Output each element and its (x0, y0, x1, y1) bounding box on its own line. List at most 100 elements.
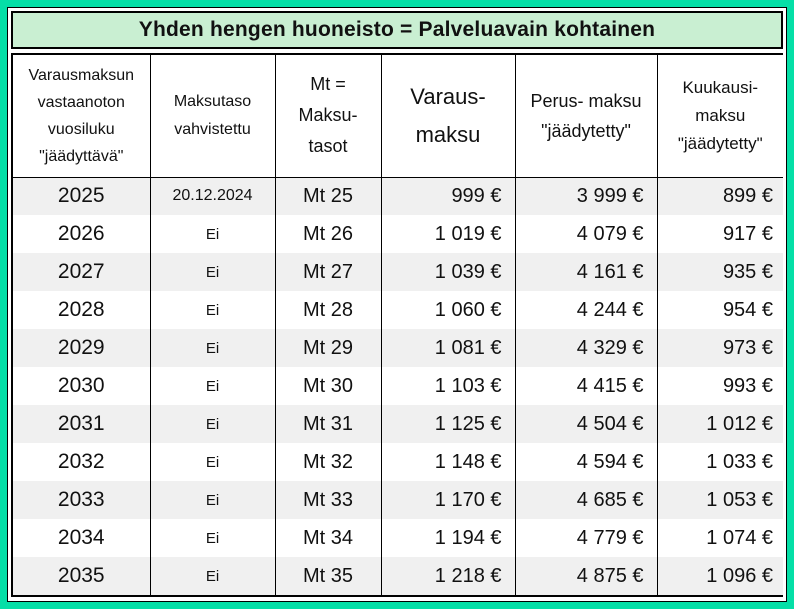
column-header-kuukausimaksu: Kuukausi- maksu "jäädytetty" (657, 55, 783, 178)
header-line: Perus- maksu (530, 90, 642, 111)
mt-cell: Mt 28 (275, 291, 382, 329)
table-row: 2035 Ei Mt 35 1 218 € 4 875 € 1 096 € (13, 557, 783, 595)
column-header-varausmaksu: Varaus- maksu (381, 55, 516, 178)
kuukausimaksu-cell: 1 074 € (657, 519, 783, 557)
year-cell: 2026 (13, 215, 151, 253)
header-line: vahvistettu (174, 120, 251, 138)
table-row: 2026 Ei Mt 26 1 019 € 4 079 € 917 € (13, 215, 783, 253)
table-row: 2032 Ei Mt 32 1 148 € 4 594 € 1 033 € (13, 443, 783, 481)
year-cell: 2034 (13, 519, 151, 557)
varausmaksu-cell: 1 218 € (381, 557, 516, 595)
kuukausimaksu-cell: 973 € (657, 329, 783, 367)
mt-cell: Mt 27 (275, 253, 382, 291)
confirmed-cell: Ei (150, 519, 276, 557)
table-row: 2033 Ei Mt 33 1 170 € 4 685 € 1 053 € (13, 481, 783, 519)
mt-cell: Mt 33 (275, 481, 382, 519)
header-line: Maksu- (298, 105, 358, 126)
mt-cell: Mt 34 (275, 519, 382, 557)
table-row: 2031 Ei Mt 31 1 125 € 4 504 € 1 012 € (13, 405, 783, 443)
confirmed-cell: Ei (150, 367, 276, 405)
confirmed-cell: Ei (150, 443, 276, 481)
confirmed-cell: Ei (150, 215, 276, 253)
varausmaksu-cell: 1 170 € (381, 481, 516, 519)
perusmaksu-cell: 4 244 € (515, 291, 658, 329)
kuukausimaksu-cell: 1 053 € (657, 481, 783, 519)
table-title: Yhden hengen huoneisto = Palveluavain ko… (11, 11, 783, 49)
kuukausimaksu-cell: 1 012 € (657, 405, 783, 443)
table-row: 2028 Ei Mt 28 1 060 € 4 244 € 954 € (13, 291, 783, 329)
table-sheet: Yhden hengen huoneisto = Palveluavain ko… (7, 7, 787, 602)
pricing-table-container: Varausmaksun vastaanoton vuosiluku "jääd… (11, 53, 783, 597)
varausmaksu-cell: 1 148 € (381, 443, 516, 481)
header-line: vastaanoton (37, 93, 125, 111)
kuukausimaksu-cell: 917 € (657, 215, 783, 253)
column-header-mt: Mt = Maksu- tasot (275, 55, 382, 178)
column-header-perusmaksu: Perus- maksu "jäädytetty" (515, 55, 658, 178)
pricing-table: Varausmaksun vastaanoton vuosiluku "jääd… (13, 55, 783, 595)
varausmaksu-cell: 1 060 € (381, 291, 516, 329)
year-cell: 2033 (13, 481, 151, 519)
mt-cell: Mt 25 (275, 177, 382, 215)
year-cell: 2029 (13, 329, 151, 367)
perusmaksu-cell: 4 594 € (515, 443, 658, 481)
header-line: Mt = (310, 74, 346, 95)
perusmaksu-cell: 4 504 € (515, 405, 658, 443)
table-row: 2034 Ei Mt 34 1 194 € 4 779 € 1 074 € (13, 519, 783, 557)
table-row: 2030 Ei Mt 30 1 103 € 4 415 € 993 € (13, 367, 783, 405)
header-line: "jäädytetty" (677, 133, 763, 153)
year-cell: 2031 (13, 405, 151, 443)
perusmaksu-cell: 4 079 € (515, 215, 658, 253)
kuukausimaksu-cell: 993 € (657, 367, 783, 405)
mt-cell: Mt 30 (275, 367, 382, 405)
year-cell: 2030 (13, 367, 151, 405)
year-cell: 2027 (13, 253, 151, 291)
mt-cell: Mt 35 (275, 557, 382, 595)
year-cell: 2025 (13, 177, 151, 215)
perusmaksu-cell: 4 875 € (515, 557, 658, 595)
header-line: "jäädytetty" (541, 120, 631, 141)
header-line: Varaus- (410, 83, 486, 109)
kuukausimaksu-cell: 935 € (657, 253, 783, 291)
varausmaksu-cell: 1 019 € (381, 215, 516, 253)
header-line: Varausmaksun (28, 66, 135, 84)
confirmed-cell: 20.12.2024 (150, 177, 276, 215)
column-header-confirmed: Maksutaso vahvistettu (150, 55, 276, 178)
table-row: 2025 20.12.2024 Mt 25 999 € 3 999 € 899 … (13, 177, 783, 215)
kuukausimaksu-cell: 954 € (657, 291, 783, 329)
header-line: vuosiluku (47, 120, 115, 138)
confirmed-cell: Ei (150, 253, 276, 291)
header-line: Maksutaso (173, 92, 252, 110)
column-header-year: Varausmaksun vastaanoton vuosiluku "jääd… (13, 55, 151, 178)
year-cell: 2028 (13, 291, 151, 329)
header-line: maksu (415, 121, 481, 147)
header-line: Kuukausi- (682, 77, 759, 97)
mt-cell: Mt 29 (275, 329, 382, 367)
confirmed-cell: Ei (150, 481, 276, 519)
perusmaksu-cell: 4 161 € (515, 253, 658, 291)
varausmaksu-cell: 1 103 € (381, 367, 516, 405)
kuukausimaksu-cell: 899 € (657, 177, 783, 215)
varausmaksu-cell: 1 194 € (381, 519, 516, 557)
kuukausimaksu-cell: 1 033 € (657, 443, 783, 481)
mt-cell: Mt 32 (275, 443, 382, 481)
perusmaksu-cell: 4 329 € (515, 329, 658, 367)
confirmed-cell: Ei (150, 557, 276, 595)
varausmaksu-cell: 1 125 € (381, 405, 516, 443)
varausmaksu-cell: 999 € (381, 177, 516, 215)
perusmaksu-cell: 4 415 € (515, 367, 658, 405)
kuukausimaksu-cell: 1 096 € (657, 557, 783, 595)
perusmaksu-cell: 4 685 € (515, 481, 658, 519)
header-row: Varausmaksun vastaanoton vuosiluku "jääd… (13, 55, 783, 178)
mt-cell: Mt 26 (275, 215, 382, 253)
mt-cell: Mt 31 (275, 405, 382, 443)
header-line: maksu (695, 105, 746, 125)
confirmed-cell: Ei (150, 405, 276, 443)
confirmed-cell: Ei (150, 329, 276, 367)
confirmed-cell: Ei (150, 291, 276, 329)
table-row: 2029 Ei Mt 29 1 081 € 4 329 € 973 € (13, 329, 783, 367)
year-cell: 2035 (13, 557, 151, 595)
perusmaksu-cell: 4 779 € (515, 519, 658, 557)
varausmaksu-cell: 1 081 € (381, 329, 516, 367)
perusmaksu-cell: 3 999 € (515, 177, 658, 215)
